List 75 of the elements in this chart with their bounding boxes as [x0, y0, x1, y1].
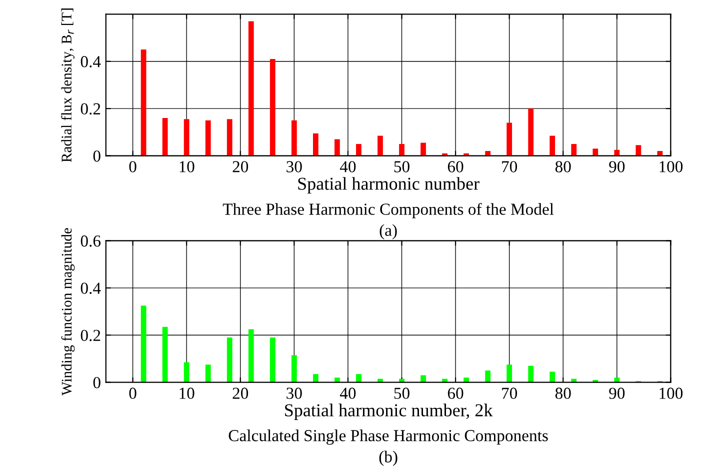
bar [312, 374, 318, 382]
bar [356, 144, 362, 156]
text: Calculated Single Phase Harmonic Components [228, 430, 548, 445]
x-tick-label: 90 [609, 388, 625, 399]
x-tick-label: 40 [340, 161, 356, 172]
y-tick-label: 0 [93, 377, 100, 388]
bar [205, 364, 211, 382]
bar [399, 144, 404, 156]
y-tick-label: 0.2 [80, 103, 100, 115]
bar [528, 108, 534, 156]
x-tick-label: 70 [502, 161, 518, 172]
x-tick-label: 10 [180, 161, 194, 172]
bar [571, 144, 577, 156]
bar [248, 21, 254, 156]
bar [378, 136, 383, 156]
bar [312, 133, 318, 156]
y-tick-label: 0 [93, 150, 100, 162]
bar [162, 118, 168, 156]
y-axis-title: Radial flux density, B$_{r}$ [T] [61, 8, 74, 162]
bar [420, 142, 426, 156]
x-tick-label: 60 [448, 388, 464, 399]
bar [248, 329, 254, 382]
bar [334, 139, 340, 156]
y-tick-label: 0.4 [80, 282, 101, 294]
x-tick-label: 20 [232, 161, 248, 172]
x-tick-label: 10 [180, 388, 194, 399]
x-tick-label: 100 [660, 161, 683, 172]
bar [334, 378, 340, 382]
x-tick-label: 60 [448, 161, 464, 172]
bar [270, 59, 276, 156]
bar [464, 378, 469, 382]
x-tick-label: 100 [660, 388, 683, 399]
bar [270, 337, 276, 382]
y-tick-label: 0.4 [80, 56, 101, 68]
x-tick-label: 80 [555, 388, 571, 399]
x-tick-label: 90 [609, 161, 625, 172]
y-tick-label: 0.6 [80, 235, 101, 247]
bar [636, 145, 642, 156]
x-tick-label: 30 [286, 388, 302, 399]
bar [205, 120, 211, 156]
bar [485, 370, 490, 382]
bar [550, 136, 556, 156]
text: (a) [380, 224, 397, 240]
x-tick-label: 50 [394, 161, 410, 172]
bar [592, 148, 598, 156]
x-tick-label: 0 [129, 161, 136, 172]
bar [184, 362, 190, 382]
x-tick-label: 20 [232, 388, 248, 399]
bar [226, 119, 232, 156]
x-axis-title: Spatial harmonic number, 2k [285, 404, 493, 420]
text: (b) [379, 450, 398, 466]
bar [140, 50, 146, 156]
y-tick-label: 0.2 [80, 330, 100, 342]
bar [550, 372, 556, 382]
y-axis-title: Winding function magnitude [61, 228, 75, 396]
bar [528, 366, 534, 382]
bar [420, 375, 426, 382]
x-tick-label: 40 [340, 388, 356, 399]
x-tick-label: 0 [129, 388, 136, 399]
bar [614, 150, 620, 156]
x-tick-label: 70 [502, 388, 518, 399]
bar [291, 355, 297, 382]
text: Three Phase Harmonic Components of the Model [222, 202, 554, 218]
bar [506, 364, 512, 382]
bar [162, 326, 168, 382]
x-tick-label: 80 [555, 161, 571, 172]
bar [506, 122, 512, 156]
bar [291, 120, 297, 156]
x-tick-label: 30 [286, 161, 302, 172]
bar [140, 306, 146, 382]
x-tick-label: 50 [394, 388, 410, 399]
bar [184, 119, 190, 156]
bar [356, 374, 362, 382]
bar [226, 337, 232, 382]
x-axis-title: Spatial harmonic number [298, 177, 480, 194]
